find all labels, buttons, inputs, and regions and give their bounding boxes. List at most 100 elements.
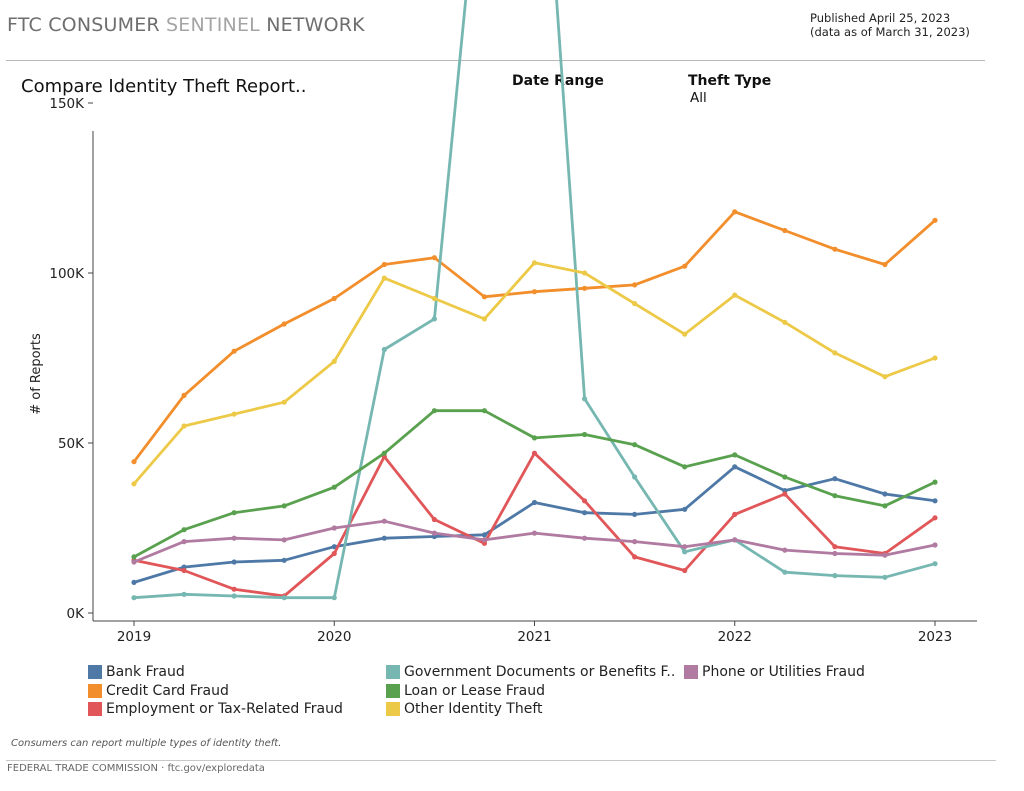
- data-point-credit-card-fraud: [231, 348, 237, 354]
- data-point-phone-or-utilities-fraud: [782, 547, 788, 553]
- data-point-loan-or-lease-fraud: [531, 435, 538, 441]
- data-point-loan-or-lease-fraud: [632, 442, 638, 448]
- legend-item-government-documents-or-benefits-f[interactable]: Government Documents or Benefits F..: [386, 664, 675, 680]
- data-point-phone-or-utilities-fraud: [481, 537, 488, 543]
- data-point-credit-card-fraud: [131, 459, 137, 465]
- data-point-government-documents-or-benefits-f: [581, 396, 588, 402]
- data-point-other-identity-theft: [531, 260, 538, 266]
- legend-item-credit-card-fraud[interactable]: Credit Card Fraud: [88, 683, 229, 699]
- data-point-credit-card-fraud: [782, 227, 788, 234]
- legend-swatch: [88, 665, 102, 679]
- data-point-bank-fraud: [381, 535, 387, 541]
- data-point-other-identity-theft: [481, 316, 488, 322]
- brand-title: FTC CONSUMER SENTINEL NETWORK: [7, 14, 365, 36]
- data-point-other-identity-theft: [782, 319, 788, 325]
- data-point-loan-or-lease-fraud: [181, 527, 187, 533]
- data-point-loan-or-lease-fraud: [782, 474, 788, 480]
- legend-label: Phone or Utilities Fraud: [702, 664, 865, 680]
- legend-label: Other Identity Theft: [404, 701, 543, 717]
- data-point-government-documents-or-benefits-f: [682, 549, 688, 555]
- data-point-other-identity-theft: [281, 399, 287, 405]
- data-point-phone-or-utilities-fraud: [632, 539, 638, 545]
- data-point-bank-fraud: [632, 511, 638, 517]
- footer-divider: [6, 760, 996, 761]
- data-point-loan-or-lease-fraud: [682, 464, 688, 470]
- x-tick-label: 2019: [117, 629, 151, 645]
- legend-label: Loan or Lease Fraud: [404, 682, 546, 699]
- data-point-employment-or-tax-related-fraud: [181, 567, 187, 574]
- data-point-credit-card-fraud: [832, 246, 838, 252]
- data-point-other-identity-theft: [682, 331, 688, 337]
- footer-source: FEDERAL TRADE COMMISSION · ftc.gov/explo…: [7, 763, 265, 774]
- data-point-credit-card-fraud: [732, 209, 738, 215]
- data-point-other-identity-theft: [632, 301, 638, 307]
- brand-part-1: FTC CONSUMER: [7, 14, 160, 36]
- data-point-employment-or-tax-related-fraud: [531, 450, 538, 456]
- data-point-other-identity-theft: [231, 411, 237, 417]
- legend-label: Credit Card Fraud: [106, 682, 229, 699]
- data-point-loan-or-lease-fraud: [932, 479, 938, 485]
- data-point-bank-fraud: [231, 559, 237, 565]
- data-point-credit-card-fraud: [882, 261, 888, 268]
- legend-item-other-identity-theft[interactable]: Other Identity Theft: [386, 701, 543, 717]
- legend-swatch: [684, 665, 698, 679]
- x-tick-label: 2023: [918, 629, 952, 645]
- data-point-bank-fraud: [531, 499, 538, 506]
- data-point-loan-or-lease-fraud: [331, 484, 337, 490]
- data-point-loan-or-lease-fraud: [481, 408, 488, 414]
- data-point-bank-fraud: [832, 476, 838, 482]
- data-point-loan-or-lease-fraud: [832, 493, 838, 499]
- theft-type-filter-label: Theft Type: [688, 73, 772, 89]
- data-point-phone-or-utilities-fraud: [932, 542, 938, 548]
- data-point-phone-or-utilities-fraud: [682, 544, 688, 550]
- published-info: Published April 25, 2023 (data as of Mar…: [810, 11, 970, 39]
- data-point-government-documents-or-benefits-f: [381, 346, 387, 353]
- data-point-loan-or-lease-fraud: [431, 408, 437, 414]
- data-point-government-documents-or-benefits-f: [231, 593, 237, 599]
- data-point-employment-or-tax-related-fraud: [682, 567, 688, 574]
- date-range-filter[interactable]: Date Range: [512, 73, 604, 89]
- x-tick-label: 2021: [517, 629, 551, 645]
- legend-item-employment-or-tax-related-fraud[interactable]: Employment or Tax-Related Fraud: [88, 701, 343, 717]
- data-point-employment-or-tax-related-fraud: [732, 511, 738, 517]
- data-point-credit-card-fraud: [682, 263, 688, 269]
- data-point-other-identity-theft: [832, 350, 838, 356]
- data-point-phone-or-utilities-fraud: [732, 537, 738, 543]
- data-point-credit-card-fraud: [331, 295, 337, 302]
- published-date: Published April 25, 2023: [810, 11, 951, 25]
- data-point-employment-or-tax-related-fraud: [832, 544, 838, 550]
- legend-label: Government Documents or Benefits F..: [404, 664, 676, 680]
- data-point-loan-or-lease-fraud: [231, 510, 237, 516]
- theft-type-filter-value[interactable]: All: [690, 90, 707, 106]
- series-line-government-documents-or-benefits-f: [132, 0, 937, 600]
- footnote: Consumers can report multiple types of i…: [11, 738, 282, 749]
- y-tick-label: 100K: [49, 266, 85, 282]
- data-point-credit-card-fraud: [431, 255, 437, 261]
- legend-item-phone-or-utilities-fraud[interactable]: Phone or Utilities Fraud: [684, 664, 865, 680]
- data-point-bank-fraud: [882, 491, 888, 497]
- data-point-phone-or-utilities-fraud: [581, 535, 588, 541]
- data-point-phone-or-utilities-fraud: [331, 525, 337, 531]
- legend-swatch: [386, 683, 400, 698]
- data-point-other-identity-theft: [131, 481, 137, 487]
- brand-part-2: SENTINEL: [166, 14, 260, 36]
- data-point-credit-card-fraud: [581, 285, 588, 291]
- data-point-government-documents-or-benefits-f: [331, 595, 337, 601]
- y-tick-label: 150K: [49, 96, 85, 112]
- data-point-other-identity-theft: [732, 292, 738, 298]
- legend-swatch: [386, 702, 400, 716]
- data-point-government-documents-or-benefits-f: [281, 595, 287, 601]
- data-point-credit-card-fraud: [932, 217, 938, 223]
- header-divider: [6, 60, 985, 61]
- legend-item-bank-fraud[interactable]: Bank Fraud: [88, 664, 185, 680]
- legend-swatch: [386, 665, 400, 679]
- data-point-other-identity-theft: [882, 374, 888, 380]
- legend-item-loan-or-lease-fraud[interactable]: Loan or Lease Fraud: [386, 683, 545, 699]
- data-point-loan-or-lease-fraud: [581, 431, 588, 438]
- data-point-loan-or-lease-fraud: [732, 452, 738, 458]
- y-tick-label: 50K: [58, 436, 85, 452]
- data-point-loan-or-lease-fraud: [381, 450, 387, 456]
- data-point-bank-fraud: [932, 498, 938, 504]
- data-point-other-identity-theft: [331, 358, 337, 364]
- data-point-loan-or-lease-fraud: [882, 503, 888, 509]
